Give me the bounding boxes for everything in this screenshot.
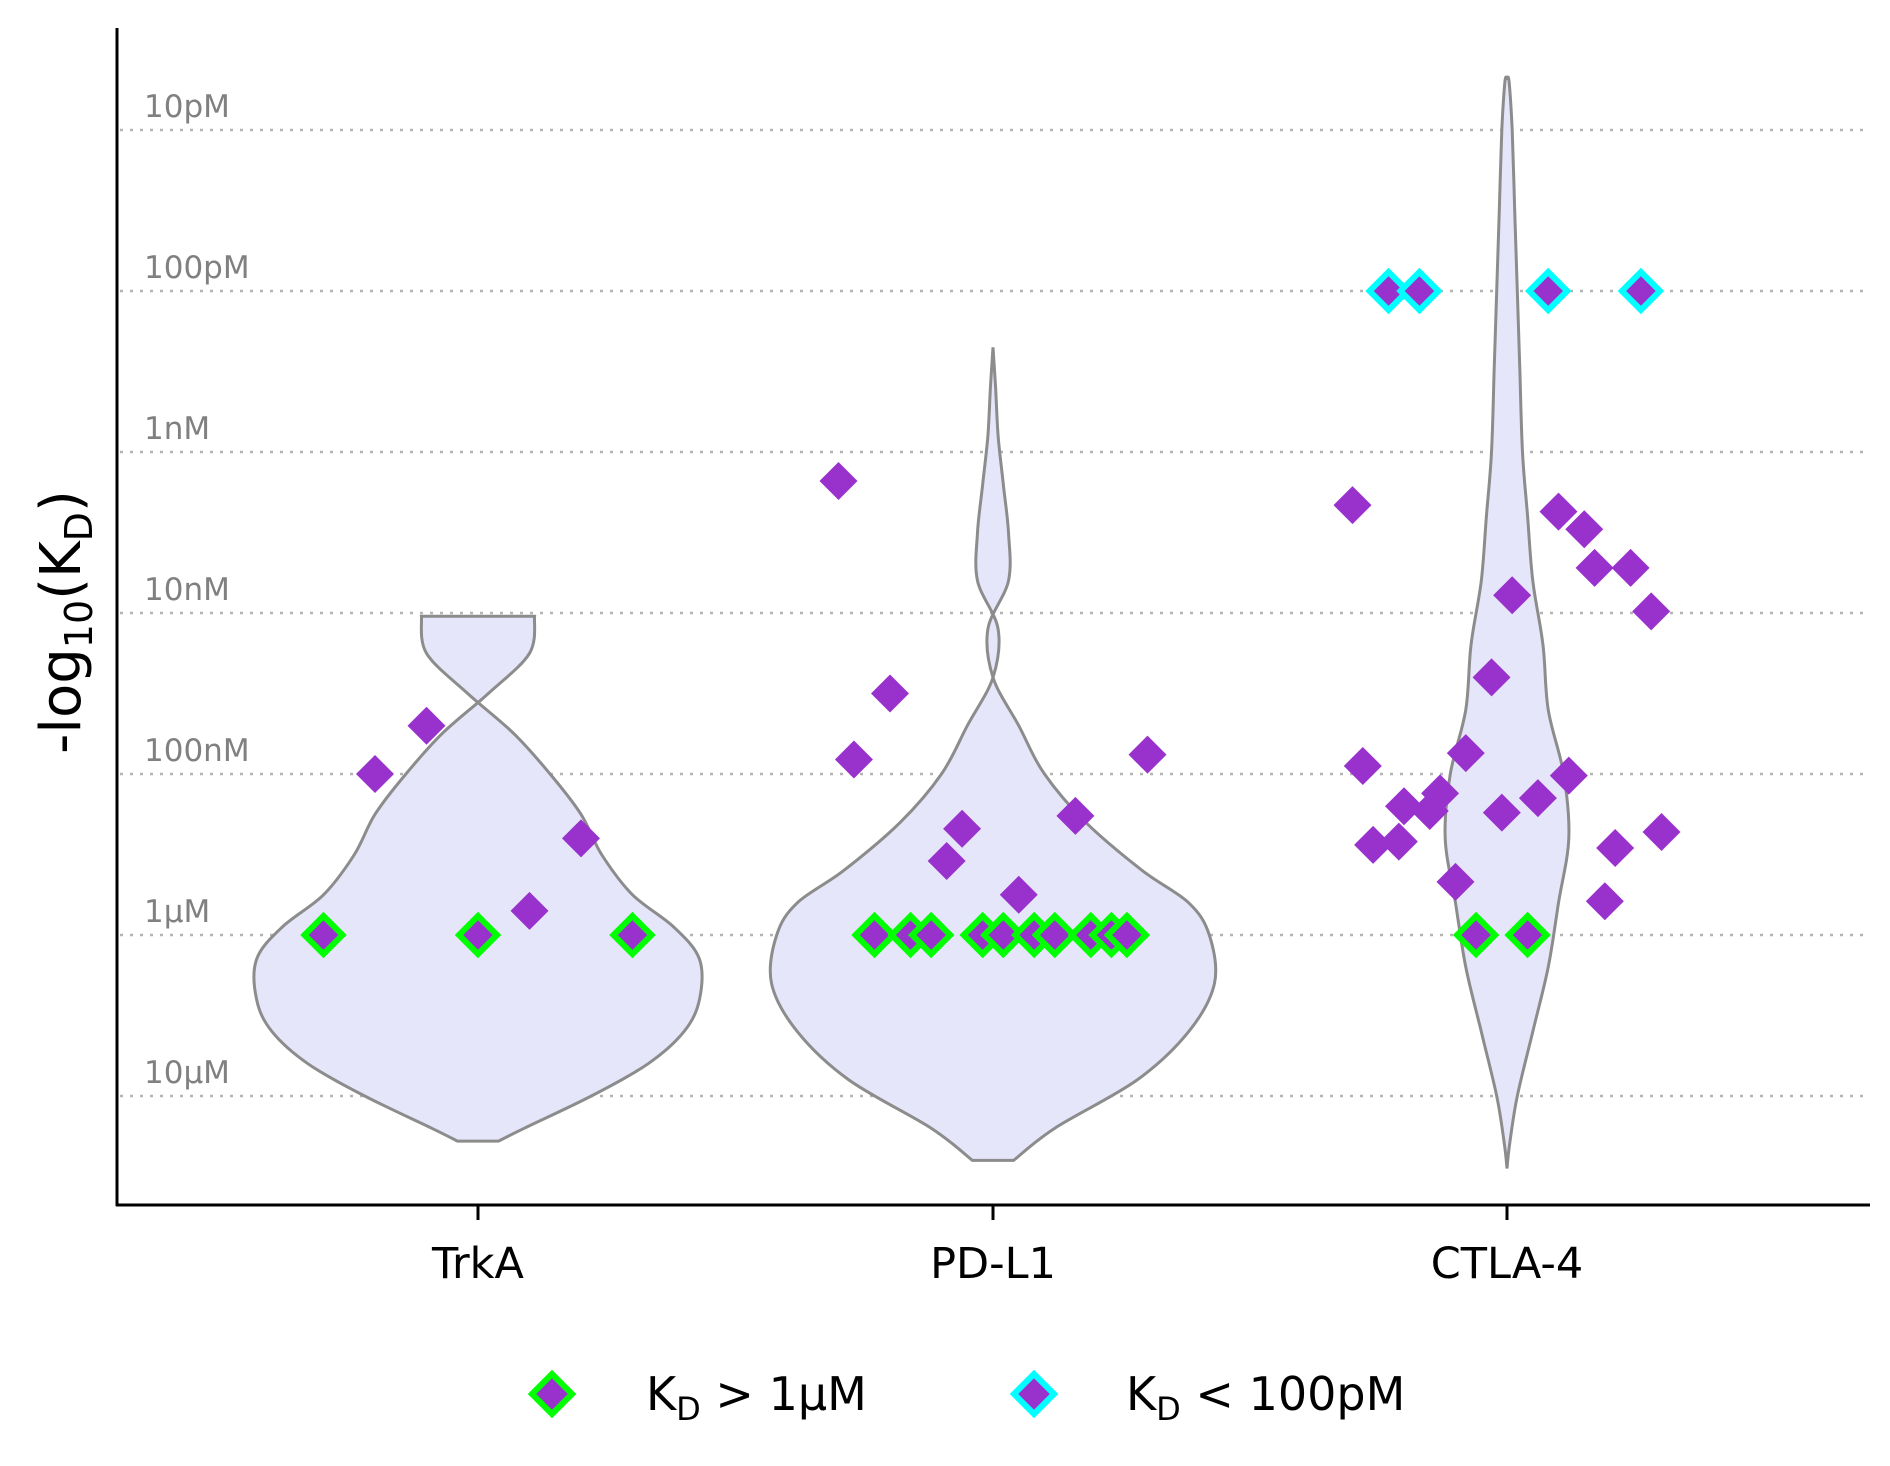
gridline-label: 10pM [144,89,230,125]
data-point-TrkA-3 [356,755,394,793]
legend-label-0: KD > 1µM [646,1367,867,1428]
data-point-CTLA-4-14 [1549,756,1588,795]
data-point-CTLA-4-12 [1446,734,1485,773]
axes [115,28,1870,1207]
legend-subscript: D [676,1390,701,1428]
data-point-CTLA-4-24 [1436,862,1475,901]
data-point-TrkA-1 [454,911,502,959]
x-tick-label-CTLA-4: CTLA-4 [1431,1239,1584,1289]
gridline-label: 1µM [144,894,210,930]
data-point-PD-L1-7 [999,875,1038,914]
data-point-CTLA-4-18 [1518,779,1557,818]
data-point-PD-L1-0 [819,461,858,500]
data-point-TrkA-4 [407,706,446,745]
y-axis-label-subscript: 10 [57,600,101,648]
data-point-CTLA-4-23 [1596,829,1635,868]
x-ticks: TrkA PD-L1 CTLA-4 [431,1206,1583,1289]
data-point-CTLA-4-19 [1482,793,1521,832]
data-point-PD-L1-17 [1103,911,1151,959]
gridline-label: 10µM [144,1055,230,1091]
violin-TrkA [252,614,704,1143]
data-point-CTLA-4-16 [1385,787,1423,826]
data-point-CTLA-4-21 [1354,825,1393,864]
data-point-TrkA-6 [510,891,549,930]
y-axis-label: -log10(KD) [29,490,101,754]
data-point-PD-L1-1 [871,674,909,713]
data-point-CTLA-4-4 [1333,486,1372,525]
legend-label-1: KD < 100pM [1126,1367,1405,1428]
gridline-label: 1nM [144,411,210,447]
violin-layer [252,75,1571,1169]
violin-CTLA-4 [1443,75,1571,1169]
data-point-PD-L1-3 [1128,735,1167,774]
x-tick-label-PD-L1: PD-L1 [930,1239,1056,1289]
data-point-CTLA-4-27 [1504,911,1551,959]
y-axis-label-close: ) [29,490,94,512]
legend-subscript: D [1156,1390,1181,1428]
data-point-PD-L1-10 [907,911,955,959]
data-point-CTLA-4-25 [1585,882,1624,921]
data-point-CTLA-4-9 [1493,576,1532,615]
y-axis-label-prefix: -log [29,648,94,754]
gridline-label: 100nM [144,733,250,769]
data-point-PD-L1-4 [1056,796,1095,835]
gridline-label: 100pM [144,250,250,286]
data-point-PD-L1-14 [1031,911,1079,959]
legend-rest: < 100pM [1181,1367,1405,1421]
legend-k: K [1126,1367,1158,1421]
data-point-CTLA-4-11 [1472,658,1511,697]
data-point-CTLA-4-1 [1396,267,1443,315]
data-point-CTLA-4-13 [1343,746,1382,785]
legend-rest: > 1µM [701,1367,867,1421]
legend-marker-1 [1009,1369,1059,1419]
data-point-CTLA-4-5 [1539,492,1578,531]
data-point-TrkA-2 [609,911,656,959]
data-point-PD-L1-2 [834,740,873,779]
data-point-PD-L1-8 [851,911,898,959]
data-point-CTLA-4-10 [1632,592,1671,631]
legend: KD > 1µM KD < 100pM [527,1367,1405,1428]
data-point-CTLA-4-20 [1642,812,1681,851]
data-point-PD-L1-12 [980,911,1027,959]
violin-PD-L1 [768,347,1218,1162]
point-layer [300,267,1681,959]
data-point-CTLA-4-7 [1575,548,1614,587]
data-point-CTLA-4-3 [1617,267,1665,315]
data-point-PD-L1-5 [943,809,982,848]
data-point-CTLA-4-22 [1379,822,1418,861]
data-point-TrkA-0 [300,911,347,959]
legend-k: K [646,1367,678,1421]
data-point-PD-L1-6 [927,841,966,880]
y-axis-label-subscript-d: D [57,512,101,541]
data-point-CTLA-4-0 [1365,267,1412,315]
data-point-CTLA-4-8 [1611,548,1650,587]
data-point-CTLA-4-17 [1410,792,1449,831]
x-tick-label-TrkA: TrkA [431,1239,525,1289]
data-point-CTLA-4-6 [1565,510,1604,549]
data-point-CTLA-4-2 [1524,267,1572,315]
data-point-CTLA-4-26 [1452,911,1500,959]
y-axis-label-open: (K [29,540,94,600]
gridline-label: 10nM [144,572,230,608]
data-point-TrkA-5 [562,819,600,858]
legend-marker-0 [527,1369,577,1419]
